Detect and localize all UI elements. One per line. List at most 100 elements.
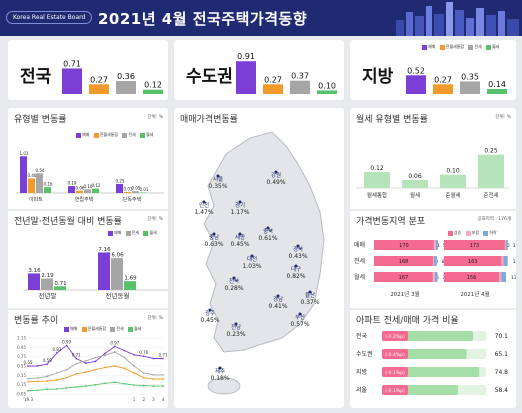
logo: Korea Real Estate Board xyxy=(6,11,93,24)
x-label: 2021년 4월 xyxy=(460,290,489,298)
region-marker xyxy=(234,322,238,326)
legend-item: 전월세통합 xyxy=(439,44,464,50)
series-point xyxy=(104,352,107,355)
category-label: 전세 xyxy=(354,257,365,265)
series-point xyxy=(123,367,126,370)
region-name: 울산 xyxy=(305,291,315,299)
region-name: 강원 xyxy=(271,171,281,179)
region-marker xyxy=(298,312,302,316)
series-point xyxy=(113,381,116,384)
stack-segment xyxy=(444,272,499,282)
chart-bar xyxy=(364,172,390,188)
data-label: 0.25 xyxy=(116,178,125,183)
x-tick-label: '19.3 xyxy=(23,397,33,402)
region-name: 충남 xyxy=(209,233,219,241)
category-label: 월세통합 xyxy=(367,191,387,199)
stack-segment xyxy=(374,256,434,266)
point-label: 0.59 xyxy=(43,358,52,363)
region-value: 0.43% xyxy=(288,253,307,260)
segment-label: 173 xyxy=(470,243,480,249)
chart-bar xyxy=(92,188,99,193)
series-point xyxy=(65,344,68,347)
region-value: 1.47% xyxy=(194,209,213,216)
region-name: 경남 xyxy=(273,295,283,303)
summary-chart: 0.91 0.27 0.37 0.10 xyxy=(236,52,337,94)
region-name: 제주 xyxy=(215,367,225,375)
change-badge xyxy=(382,367,408,377)
summary-label: 수도권 xyxy=(186,67,233,87)
change-label: (-0.2%p) xyxy=(385,334,405,340)
data-label: 0.40 xyxy=(28,173,37,178)
series-point xyxy=(46,375,49,378)
point-label: 0.71 xyxy=(159,353,168,358)
summary-card-capital: 수도권 0.91 0.27 0.37 0.10 xyxy=(174,40,344,100)
region-marker xyxy=(296,244,300,248)
summary-value: 0.10 xyxy=(318,81,336,90)
legend-item: 전세 xyxy=(468,44,482,50)
chart-bar xyxy=(41,278,53,290)
series-point xyxy=(133,353,135,356)
series-point xyxy=(162,385,164,387)
region-value: 0.23% xyxy=(226,331,245,338)
ratio-chart: 전국 (-0.2%p) 70.1 수도권 (-0.4%p) 65.1 지방 (-0.1%p) 7… xyxy=(356,331,509,395)
change-label: (-0.1%p) xyxy=(385,388,405,394)
stack-segment xyxy=(435,240,438,250)
summary-value: 0.14 xyxy=(488,80,506,89)
series-point xyxy=(56,387,58,390)
series-point xyxy=(46,388,49,391)
region-marker xyxy=(238,200,242,204)
region-marker xyxy=(208,308,212,312)
series-point xyxy=(162,373,164,376)
series-point xyxy=(65,387,68,389)
data-label: 70.1 xyxy=(495,333,509,340)
chart-bar xyxy=(132,191,139,193)
series-point xyxy=(142,384,145,387)
category-label: 전년동월 xyxy=(106,291,130,300)
stack-segment xyxy=(433,256,437,266)
region-value: 1.03% xyxy=(242,263,261,270)
summary-bar xyxy=(89,84,109,94)
x-tick-label: 2 xyxy=(142,397,145,402)
chart-bar xyxy=(76,190,83,193)
series-point xyxy=(84,385,87,387)
segment-label: 3 xyxy=(513,243,516,249)
summary-label: 전국 xyxy=(20,67,52,87)
type-chart: 1.01 0.400.54 0.16 아파트 0.190.06 0.10 0.12 연립주택 0… xyxy=(16,151,164,203)
chart-bar xyxy=(124,191,131,193)
summary-value: 0.36 xyxy=(117,72,135,81)
unit-label: 단위: % xyxy=(495,115,511,120)
region-marker xyxy=(308,290,312,294)
region-value: 0.41% xyxy=(268,303,287,310)
chart-bar xyxy=(68,186,75,193)
chart-bar xyxy=(116,183,123,193)
data-label: 0.25 xyxy=(484,148,498,155)
chart-bar xyxy=(44,187,51,193)
series-point xyxy=(113,345,116,348)
wolse-chart: 0.12 월세통합 0.06 월세 0.10 준월세 0.25 준전세 xyxy=(356,148,510,199)
data-label: 0.03 xyxy=(124,186,133,191)
category-label: 월세 xyxy=(354,273,365,281)
series-point xyxy=(65,368,68,371)
data-label: 7.16 xyxy=(98,247,111,253)
yoy-chart: 3.162.190.71 전년말 7.166.06 1.69 전년동월 xyxy=(24,247,168,300)
panel-title-ratio: 아파트 전세/매매 가격 비율 xyxy=(356,316,459,326)
stack-segment xyxy=(501,256,504,266)
region-name: 서울 xyxy=(213,175,223,183)
data-label: 65.1 xyxy=(495,351,509,358)
series-point xyxy=(27,365,29,367)
panel-title-yoy: 전년말·전년동월 대비 변동률 xyxy=(14,217,122,227)
summary-value: 0.12 xyxy=(144,81,162,90)
segment-label: 1 xyxy=(437,243,440,249)
region-value: 0.18% xyxy=(210,375,229,382)
series-point xyxy=(75,362,78,365)
chart-bar xyxy=(36,173,43,193)
change-badge xyxy=(382,331,408,341)
series-point xyxy=(162,357,164,360)
legend-item: 월세 xyxy=(486,44,499,50)
series-point xyxy=(152,357,155,360)
summary-bar xyxy=(406,75,426,94)
chart-bar xyxy=(28,273,40,290)
change-badge xyxy=(382,349,408,359)
data-label: 2.19 xyxy=(41,273,54,279)
series-point xyxy=(84,371,87,373)
